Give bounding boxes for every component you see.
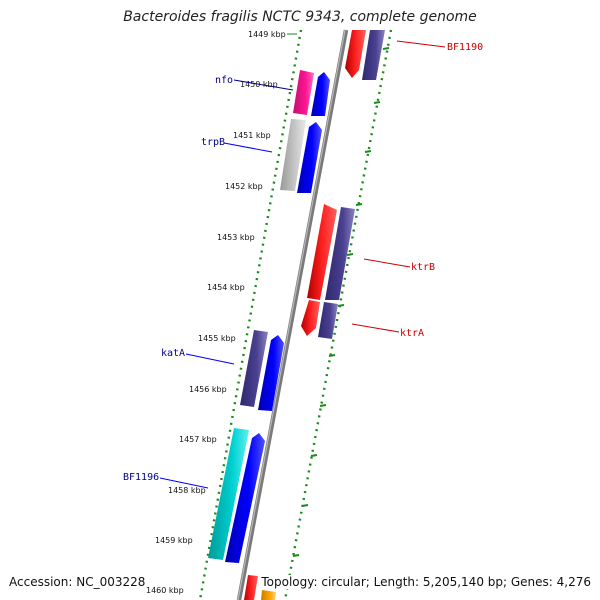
gene-ktrA-purple[interactable]: [318, 302, 338, 339]
tick-label-1459: 1459 kbp: [155, 536, 193, 545]
tick-label-1454: 1454 kbp: [207, 283, 245, 292]
tick-label-1460: 1460 kbp: [146, 586, 184, 595]
gene-bf1190-red[interactable]: [345, 30, 366, 78]
tick-label-1457: 1457 kbp: [179, 435, 217, 444]
inner-guide-line: [198, 29, 303, 600]
gene-bf1196-cyan[interactable]: [208, 428, 249, 560]
gene-ktrB-red[interactable]: [307, 204, 337, 300]
gene-bottom-red[interactable]: [244, 575, 258, 600]
accession-text: Accession: NC_003228: [9, 575, 146, 589]
gene-label-bf1190[interactable]: BF1190: [447, 42, 483, 53]
gene-ktrB-purple[interactable]: [325, 207, 355, 300]
genome-backbone: [236, 29, 349, 600]
gene-label-katA[interactable]: katA: [161, 348, 185, 359]
tick-label-1453: 1453 kbp: [217, 233, 255, 242]
tick-label-1455: 1455 kbp: [198, 334, 236, 343]
gene-nfo-blue[interactable]: [311, 72, 330, 116]
outer-guide-line: [283, 29, 393, 600]
gene-label-ktrB[interactable]: ktrB: [411, 262, 435, 273]
tick-label-1458: 1458 kbp: [168, 486, 206, 495]
gene-ktrA-red[interactable]: [301, 300, 320, 336]
gene-label-ktrA[interactable]: ktrA: [400, 328, 424, 339]
gene-katA-blue[interactable]: [258, 335, 284, 411]
map-title: Bacteroides fragilis NCTC 9343, complete…: [123, 9, 477, 25]
gene-label-bf1196[interactable]: BF1196: [123, 472, 159, 483]
tick-label-1451: 1451 kbp: [233, 131, 271, 140]
gene-bf1196-blue[interactable]: [225, 433, 265, 563]
gene-nfo-magenta[interactable]: [293, 70, 314, 115]
gene-label-trpB[interactable]: trpB: [201, 137, 225, 148]
gene-katA-purple[interactable]: [240, 330, 268, 407]
gene-label-nfo[interactable]: nfo: [215, 75, 233, 86]
tick-label-1456: 1456 kbp: [189, 385, 227, 394]
tick-label-1449: 1449 kbp: [248, 30, 286, 39]
gene-trpB-blue[interactable]: [297, 122, 322, 193]
topology-text: Topology: circular; Length: 5,205,140 bp…: [261, 575, 591, 589]
gene-bf1190-purple[interactable]: [362, 30, 385, 80]
gene-bottom-orange[interactable]: [261, 590, 276, 600]
gene-trpB-gray[interactable]: [280, 119, 306, 191]
outer-tick-marks: [292, 47, 390, 557]
tick-label-1452: 1452 kbp: [225, 182, 263, 191]
